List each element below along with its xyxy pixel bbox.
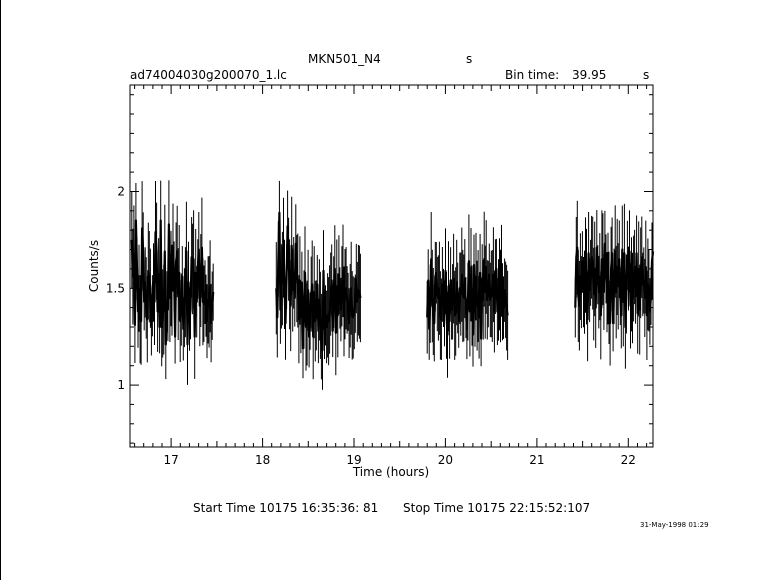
chart-title: MKN501_N4 xyxy=(308,52,381,66)
data-segment xyxy=(574,200,655,369)
bin-time-value: 39.95 xyxy=(572,68,607,82)
light-curve-line xyxy=(426,258,509,340)
x-tick-label: 19 xyxy=(346,453,361,467)
axis-ticks xyxy=(130,85,653,447)
y-tick-label: 1.5 xyxy=(106,281,125,295)
data-segment xyxy=(275,180,362,390)
stop-time: Stop Time 10175 22:15:52:107 xyxy=(403,501,591,515)
y-tick-label: 2 xyxy=(117,185,125,199)
axis-tick-labels: 17 18 19 20 21 22 1 1.5 2 xyxy=(106,185,636,468)
left-border-line xyxy=(0,0,1,580)
chart-title-unit: s xyxy=(466,52,473,66)
file-name: ad74004030g200070_1.lc xyxy=(130,68,287,82)
bin-time-label: Bin time: xyxy=(505,68,560,82)
x-tick-label: 21 xyxy=(529,453,544,467)
x-tick-label: 22 xyxy=(621,453,636,467)
light-curve-line xyxy=(574,242,655,329)
x-tick-label: 18 xyxy=(255,453,270,467)
date-stamp: 31-May-1998 01:29 xyxy=(640,521,709,529)
data-segment xyxy=(426,211,509,378)
x-tick-label: 17 xyxy=(163,453,178,467)
light-curve-line xyxy=(130,219,215,346)
x-axis-label: Time (hours) xyxy=(352,465,429,479)
light-curve-line xyxy=(275,211,362,352)
light-curve-series xyxy=(130,180,655,390)
bin-time-unit: s xyxy=(643,68,650,82)
y-tick-label: 1 xyxy=(117,378,125,392)
data-segment xyxy=(130,180,215,385)
y-axis-label: Counts/s xyxy=(87,240,101,292)
x-tick-label: 20 xyxy=(438,453,453,467)
start-time: Start Time 10175 16:35:36: 81 xyxy=(193,501,379,515)
